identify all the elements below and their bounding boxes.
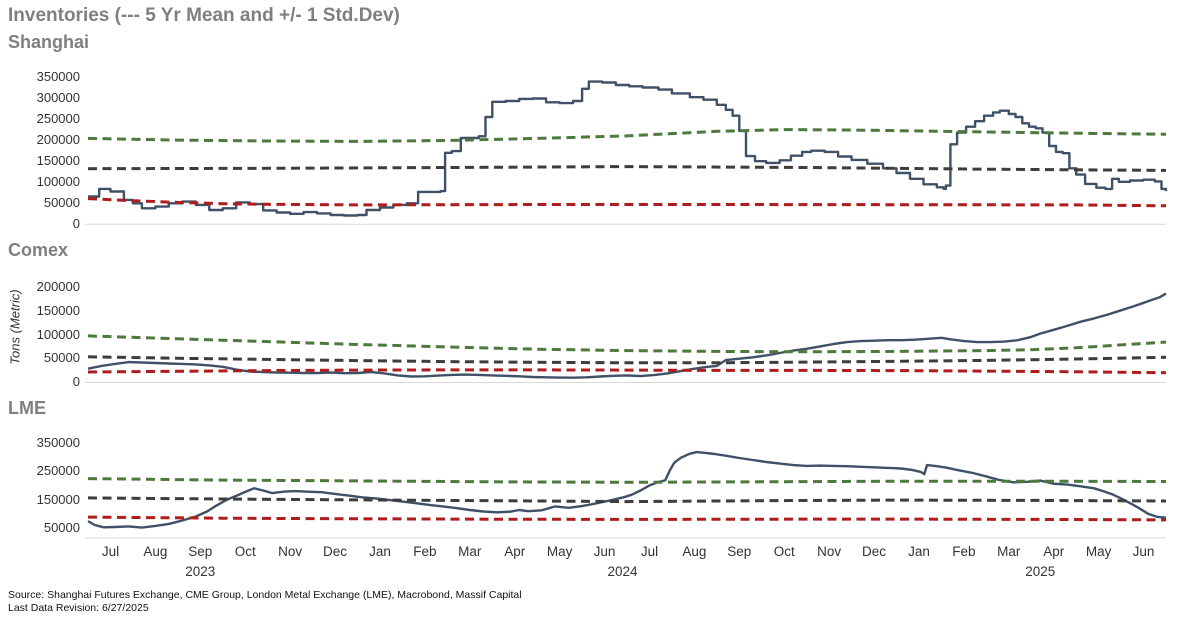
shanghai-mean-line xyxy=(87,165,1167,172)
x-month-label: Oct xyxy=(773,544,795,559)
lme-y-tick-label: 50000 xyxy=(43,519,80,535)
lme-y-tick-label: 250000 xyxy=(36,463,80,479)
x-month-label: May xyxy=(546,544,573,559)
page-title: Inventories (--- 5 Yr Mean and +/- 1 Std… xyxy=(8,5,400,26)
shanghai-y-tick-label: 300000 xyxy=(36,90,80,106)
comex-y-tick-label: 50000 xyxy=(43,350,80,366)
x-year-label: 2023 xyxy=(185,564,216,579)
x-month-label: Jan xyxy=(908,544,930,559)
last-data-revision: Last Data Revision: 6/27/2025 xyxy=(8,602,149,614)
lme-inventory-line xyxy=(87,450,1167,529)
shanghai-y-tick-label: 250000 xyxy=(36,111,80,127)
x-month-label: Jun xyxy=(593,544,616,559)
x-month-label: Oct xyxy=(234,544,256,559)
x-month-label: Nov xyxy=(817,544,842,559)
comex-mean-plus-1sd-line xyxy=(87,334,1167,354)
shanghai-mean-plus-1sd-line xyxy=(87,128,1167,143)
shanghai-y-tick-label: 350000 xyxy=(36,69,80,84)
x-month-label: May xyxy=(1085,544,1112,559)
x-month-label: Mar xyxy=(997,544,1021,559)
comex-y-tick-label: 200000 xyxy=(36,279,80,294)
x-month-label: Feb xyxy=(952,544,976,559)
shanghai-y-tick-label: 150000 xyxy=(36,153,80,169)
x-month-label: Jul xyxy=(640,544,659,559)
x-month-label: Dec xyxy=(323,544,348,559)
x-month-label: Aug xyxy=(682,544,707,559)
panel-title-comex: Comex xyxy=(8,240,69,260)
shanghai-inventory-line xyxy=(88,80,1168,217)
comex-inventory-line xyxy=(87,292,1167,379)
shanghai-y-tick-label: 0 xyxy=(72,216,80,232)
x-month-label: Feb xyxy=(413,544,437,559)
comex-mean-minus-1sd-line xyxy=(87,368,1167,375)
x-month-label: Jan xyxy=(369,544,391,559)
panel-title-lme: LME xyxy=(8,398,46,418)
lme-y-tick-label: 150000 xyxy=(36,491,80,507)
x-month-label: Jun xyxy=(1132,544,1155,559)
x-month-label: Aug xyxy=(143,544,168,559)
shanghai-mean-minus-1sd-line xyxy=(87,197,1167,208)
comex-y-tick-label: 150000 xyxy=(36,302,80,318)
x-month-label: Sep xyxy=(727,544,752,559)
lme-mean-plus-1sd-line xyxy=(87,477,1167,484)
x-month-label: Sep xyxy=(188,544,213,559)
lme-mean-minus-1sd-line xyxy=(87,515,1167,522)
shanghai-y-tick-label: 200000 xyxy=(36,132,80,148)
panel-title-shanghai: Shanghai xyxy=(8,32,90,52)
x-month-label: Mar xyxy=(458,544,482,559)
comex-y-tick-label: 100000 xyxy=(36,326,80,342)
shanghai-y-tick-label: 50000 xyxy=(43,195,80,211)
x-month-label: Nov xyxy=(278,544,303,559)
x-year-label: 2024 xyxy=(607,564,638,579)
lme-y-tick-label: 350000 xyxy=(36,435,80,450)
source-line: Source: Shanghai Futures Exchange, CME G… xyxy=(8,589,522,601)
comex-y-tick-label: 0 xyxy=(72,374,80,389)
x-month-label: Apr xyxy=(504,544,526,559)
lme-mean-line xyxy=(87,496,1167,504)
x-month-label: Jul xyxy=(101,544,120,559)
comex-mean-line xyxy=(87,355,1167,365)
shanghai-y-tick-label: 100000 xyxy=(36,174,80,190)
x-year-label: 2025 xyxy=(1025,564,1056,579)
x-month-label: Apr xyxy=(1043,544,1065,559)
x-month-label: Dec xyxy=(862,544,887,559)
